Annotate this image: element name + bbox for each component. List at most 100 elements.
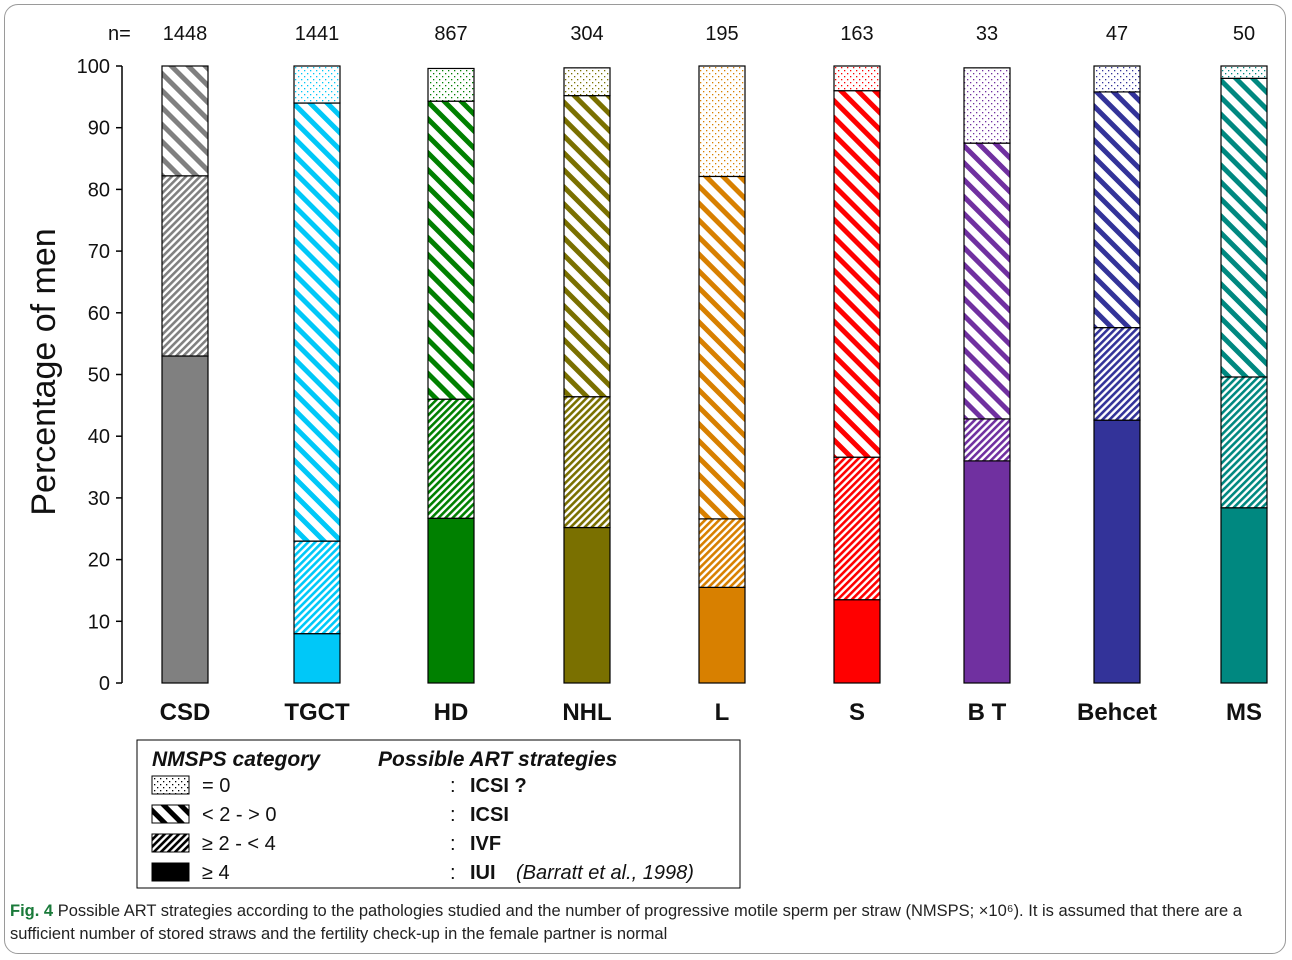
legend-swatch	[151, 862, 190, 882]
legend-swatch	[151, 833, 190, 853]
legend-swatch	[151, 775, 190, 795]
legend-category: ≥ 2 - < 4	[202, 833, 276, 855]
n-value-label: 163	[840, 23, 873, 45]
legend-category: < 2 - > 0	[202, 804, 277, 826]
legend-colon: :	[450, 833, 456, 855]
n-value-label: 867	[434, 23, 467, 45]
bar-stack-s	[833, 65, 881, 684]
bar-segment	[293, 633, 341, 684]
legend-strategy: IVF	[470, 833, 501, 855]
bar-segment	[1220, 77, 1268, 378]
bar-stack-ms	[1220, 65, 1268, 684]
stacked-bar-chart: 0 10 20 30 40 50 60 70 80 90 100 n= 1448 1441 867 304…	[25, 23, 1268, 889]
n-value-label: 195	[705, 23, 738, 45]
bar-stack-csd	[161, 65, 209, 684]
legend-heading-strategies: Possible ART strategies	[378, 748, 617, 771]
category-label: B T	[968, 699, 1007, 726]
y-tick-label: 20	[88, 550, 110, 572]
category-label: CSD	[160, 699, 211, 726]
category-labels: CSD TGCT HD NHL L S B T Behcet MS	[160, 699, 1262, 726]
category-label: HD	[434, 699, 469, 726]
bar-segment	[1093, 91, 1141, 329]
bar-segment	[427, 100, 475, 400]
bar-segment	[1093, 419, 1141, 684]
bar-segment	[1220, 507, 1268, 684]
n-value-label: 33	[976, 23, 998, 45]
legend-colon: :	[450, 775, 456, 797]
bar-segment	[698, 586, 746, 684]
bar-segment	[833, 90, 881, 458]
bar-segment	[1220, 376, 1268, 509]
bar-stack-behcet	[1093, 65, 1141, 684]
bar-segment	[563, 526, 611, 684]
figure-frame	[4, 4, 1286, 954]
legend-strategy: ICSI ?	[470, 775, 527, 797]
bar-stack-b-t	[963, 67, 1011, 684]
bar-segment	[563, 67, 611, 97]
n-labels: n= 1448 1441 867 304 195 163 33 47 50	[108, 23, 1255, 45]
bar-stack-nhl	[563, 67, 611, 684]
bar-segment	[963, 67, 1011, 144]
y-axis-label: Percentage of men	[25, 228, 63, 515]
bar-segment	[833, 599, 881, 684]
y-tick-label: 90	[88, 118, 110, 140]
category-label: Behcet	[1077, 699, 1157, 726]
legend-rows: = 0: ICSI ? < 2 - > 0: ICSI ≥ 2 - < 4: IVF ≥ 4…	[151, 775, 694, 884]
bar-segment	[563, 396, 611, 529]
bar-segment	[1093, 327, 1141, 421]
category-label: MS	[1226, 699, 1262, 726]
legend-strategy: IUI	[470, 862, 496, 884]
n-value-label: 1448	[163, 23, 208, 45]
legend-colon: :	[450, 862, 456, 884]
n-value-label: 1441	[295, 23, 340, 45]
y-tick-label: 70	[88, 241, 110, 263]
bar-segment	[1093, 65, 1141, 93]
legend-heading-category: NMSPS category	[152, 748, 321, 771]
caption-label: Fig. 4	[10, 902, 54, 920]
legend-colon: :	[450, 804, 456, 826]
caption-text: Possible ART strategies according to the…	[10, 902, 1242, 943]
y-tick-label: 100	[77, 56, 110, 78]
bar-segment	[563, 95, 611, 398]
bar-segment	[293, 102, 341, 542]
legend-note: (Barratt et al., 1998)	[516, 862, 694, 884]
bar-segment	[161, 65, 209, 177]
y-ticks: 0 10 20 30 40 50 60 70 80 90 100	[77, 56, 122, 695]
n-value-label: 50	[1233, 23, 1255, 45]
legend-category: = 0	[202, 775, 230, 797]
n-prefix-label: n=	[108, 23, 131, 45]
bar-segment	[833, 65, 881, 92]
bar-segment	[963, 142, 1011, 420]
legend-category: ≥ 4	[202, 862, 230, 884]
figure-caption: Fig. 4 Possible ART strategies according…	[10, 900, 1272, 946]
y-tick-label: 0	[99, 673, 110, 695]
category-label: L	[715, 699, 730, 726]
y-tick-label: 30	[88, 488, 110, 510]
y-tick-label: 60	[88, 303, 110, 325]
category-label: NHL	[562, 699, 611, 726]
bar-segment	[698, 518, 746, 588]
bar-segment	[427, 67, 475, 102]
bar-segment	[963, 460, 1011, 684]
bar-segment	[427, 517, 475, 684]
category-label: TGCT	[284, 699, 350, 726]
bar-segment	[161, 175, 209, 357]
legend-strategy: ICSI	[470, 804, 509, 826]
legend: NMSPS category Possible ART strategies =…	[136, 739, 741, 889]
n-value-label: 47	[1106, 23, 1128, 45]
bar-segment	[293, 65, 341, 104]
n-value-label: 304	[570, 23, 603, 45]
category-label: S	[849, 699, 865, 726]
y-tick-label: 80	[88, 179, 110, 201]
bar-segment	[427, 398, 475, 519]
bar-segment	[1220, 65, 1268, 79]
bar-stack-tgct	[293, 65, 341, 684]
bar-segment	[293, 540, 341, 635]
bars-layer	[161, 65, 1268, 684]
legend-swatch	[151, 804, 190, 824]
legend-box	[136, 739, 741, 889]
bar-segment	[161, 355, 209, 684]
bar-segment	[963, 418, 1011, 462]
bar-segment	[833, 456, 881, 601]
y-tick-label: 40	[88, 426, 110, 448]
